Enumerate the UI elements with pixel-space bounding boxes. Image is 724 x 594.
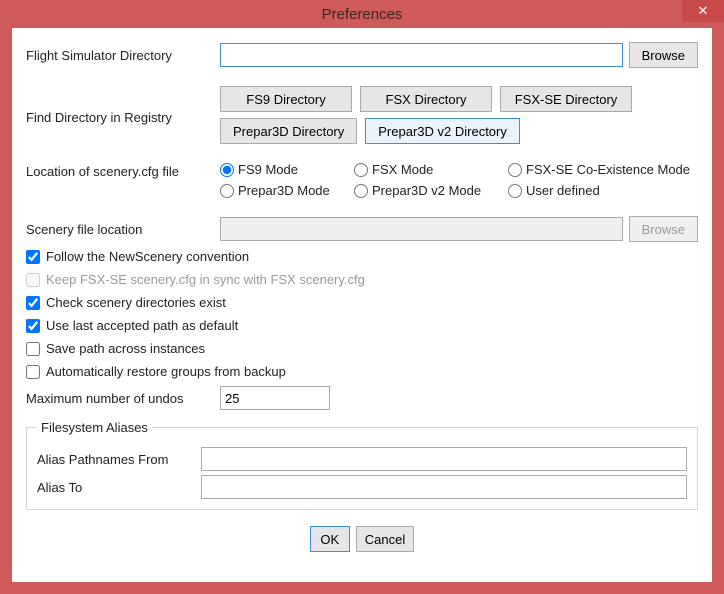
aliases-legend: Filesystem Aliases	[37, 420, 152, 435]
close-icon: ✕	[698, 3, 709, 19]
check-keep-fsxse-sync-input	[26, 273, 40, 287]
check-follow-newscenery-input[interactable]	[26, 250, 40, 264]
radio-fsxse-mode-label: FSX-SE Co-Existence Mode	[526, 162, 690, 177]
ok-button[interactable]: OK	[310, 526, 350, 552]
check-keep-fsxse-sync-label: Keep FSX-SE scenery.cfg in sync with FSX…	[46, 272, 365, 287]
radio-user-mode[interactable]: User defined	[508, 183, 698, 198]
window-title: Preferences	[322, 6, 403, 23]
fsx-directory-button[interactable]: FSX Directory	[360, 86, 492, 112]
sceneryfile-input	[220, 217, 623, 241]
check-auto-restore[interactable]: Automatically restore groups from backup	[26, 363, 698, 380]
alias-to-label: Alias To	[37, 480, 195, 495]
alias-from-label: Alias Pathnames From	[37, 452, 195, 467]
check-use-last-path[interactable]: Use last accepted path as default	[26, 317, 698, 334]
fs9-directory-button[interactable]: FS9 Directory	[220, 86, 352, 112]
dialog-footer: OK Cancel	[26, 516, 698, 560]
sceneryfile-browse-button: Browse	[629, 216, 698, 242]
undos-label: Maximum number of undos	[26, 391, 214, 406]
alias-to-row: Alias To	[37, 475, 687, 499]
radio-p3d-mode[interactable]: Prepar3D Mode	[220, 183, 350, 198]
undos-input[interactable]	[220, 386, 330, 410]
check-use-last-path-input[interactable]	[26, 319, 40, 333]
check-save-across-label: Save path across instances	[46, 341, 205, 356]
sceneryfile-label: Scenery file location	[26, 222, 214, 237]
sceneryfile-row: Scenery file location Browse	[26, 216, 698, 242]
fs-directory-input[interactable]	[220, 43, 623, 67]
check-follow-newscenery[interactable]: Follow the NewScenery convention	[26, 248, 698, 265]
registry-row: Find Directory in Registry FS9 Directory…	[26, 86, 698, 144]
radio-p3dv2-mode-input[interactable]	[354, 184, 368, 198]
radio-fs9-mode-label: FS9 Mode	[238, 162, 298, 177]
radio-p3dv2-mode[interactable]: Prepar3D v2 Mode	[354, 183, 504, 198]
fs-directory-browse-button[interactable]: Browse	[629, 42, 698, 68]
fsxse-directory-button[interactable]: FSX-SE Directory	[500, 86, 632, 112]
preferences-window: Preferences ✕ Flight Simulator Directory…	[0, 0, 724, 594]
cancel-button[interactable]: Cancel	[356, 526, 414, 552]
fs-directory-row: Flight Simulator Directory Browse	[26, 42, 698, 68]
radio-fsxse-mode-input[interactable]	[508, 163, 522, 177]
check-dirs-exist[interactable]: Check scenery directories exist	[26, 294, 698, 311]
prepar3d-directory-button[interactable]: Prepar3D Directory	[220, 118, 357, 144]
check-auto-restore-label: Automatically restore groups from backup	[46, 364, 286, 379]
registry-buttons: FS9 Directory FSX Directory FSX-SE Direc…	[220, 86, 632, 144]
check-keep-fsxse-sync: Keep FSX-SE scenery.cfg in sync with FSX…	[26, 271, 698, 288]
radio-fsxse-mode[interactable]: FSX-SE Co-Existence Mode	[508, 162, 698, 177]
content-area: Flight Simulator Directory Browse Find D…	[12, 28, 712, 582]
check-auto-restore-input[interactable]	[26, 365, 40, 379]
check-save-across-input[interactable]	[26, 342, 40, 356]
registry-label: Find Directory in Registry	[26, 86, 214, 144]
radio-fsx-mode[interactable]: FSX Mode	[354, 162, 504, 177]
alias-from-row: Alias Pathnames From	[37, 447, 687, 471]
radio-user-mode-input[interactable]	[508, 184, 522, 198]
radio-fs9-mode[interactable]: FS9 Mode	[220, 162, 350, 177]
check-use-last-path-label: Use last accepted path as default	[46, 318, 238, 333]
radio-p3d-mode-input[interactable]	[220, 184, 234, 198]
check-follow-newscenery-label: Follow the NewScenery convention	[46, 249, 249, 264]
radio-fs9-mode-input[interactable]	[220, 163, 234, 177]
radio-fsx-mode-input[interactable]	[354, 163, 368, 177]
scenerycfg-row: Location of scenery.cfg file FS9 Mode FS…	[26, 162, 698, 198]
scenerycfg-options: FS9 Mode FSX Mode FSX-SE Co-Existence Mo…	[220, 162, 698, 198]
close-button[interactable]: ✕	[682, 0, 724, 22]
radio-p3d-mode-label: Prepar3D Mode	[238, 183, 330, 198]
titlebar: Preferences ✕	[0, 0, 724, 28]
check-dirs-exist-label: Check scenery directories exist	[46, 295, 226, 310]
radio-user-mode-label: User defined	[526, 183, 600, 198]
scenerycfg-label: Location of scenery.cfg file	[26, 162, 214, 179]
prepar3d-v2-directory-button[interactable]: Prepar3D v2 Directory	[365, 118, 520, 144]
aliases-fieldset: Filesystem Aliases Alias Pathnames From …	[26, 420, 698, 510]
radio-fsx-mode-label: FSX Mode	[372, 162, 433, 177]
fs-directory-label: Flight Simulator Directory	[26, 48, 214, 63]
radio-p3dv2-mode-label: Prepar3D v2 Mode	[372, 183, 481, 198]
alias-from-input[interactable]	[201, 447, 687, 471]
undos-row: Maximum number of undos	[26, 386, 698, 410]
check-save-across[interactable]: Save path across instances	[26, 340, 698, 357]
alias-to-input[interactable]	[201, 475, 687, 499]
check-dirs-exist-input[interactable]	[26, 296, 40, 310]
